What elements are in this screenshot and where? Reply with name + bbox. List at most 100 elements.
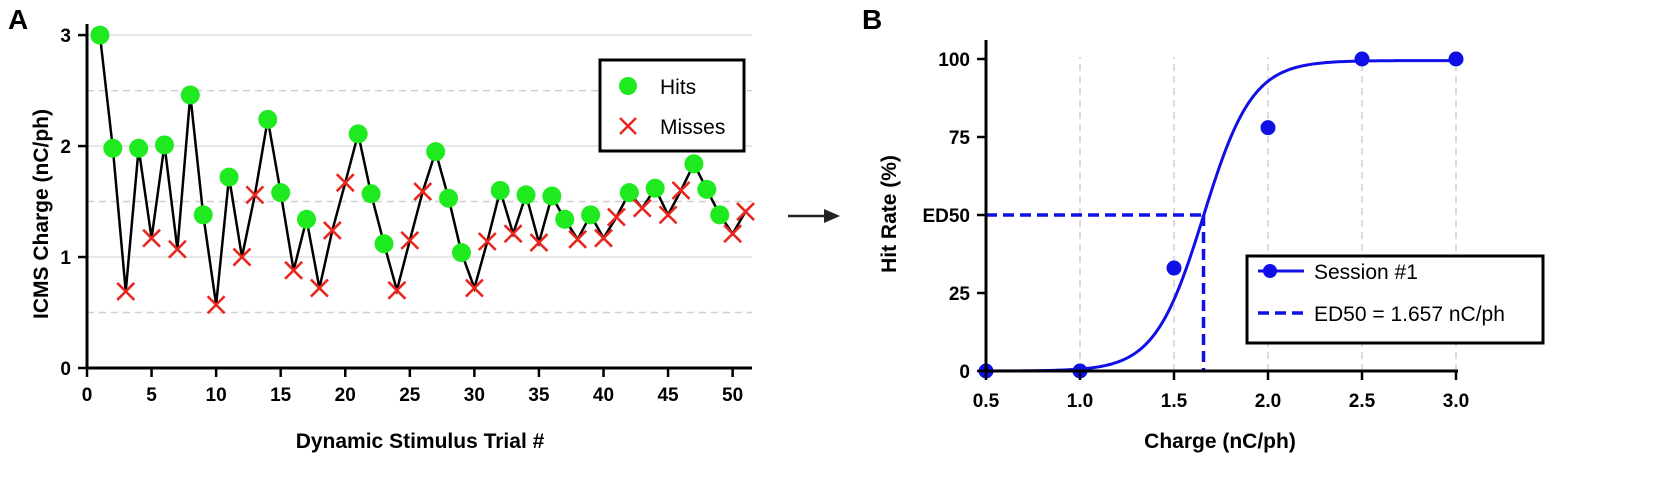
miss-point-stroke (142, 228, 161, 248)
miss-point-stroke (245, 185, 265, 205)
miss-point (723, 224, 743, 244)
panel-b-x-tick-label: 2.5 (1349, 391, 1376, 412)
legend-misses-stroke-2 (619, 117, 637, 135)
hit-point (361, 184, 381, 204)
miss-point-stroke (464, 278, 484, 298)
panel-b-chart: 0 25 75 100 ED50 0.5 1.0 1.5 2.0 2.5 3.0 Charge (… (878, 40, 1545, 453)
hit-point (180, 85, 200, 105)
panel-b-x-tick-label: 1.0 (1067, 391, 1093, 412)
panel-a-x-axis-title: Dynamic Stimulus Trial # (296, 430, 545, 453)
panel-a-legend-box (598, 58, 746, 153)
session-point (1260, 120, 1276, 136)
session-point (1354, 51, 1370, 67)
legend-ed50-label: ED50 = 1.657 nC/ph (1314, 303, 1505, 326)
miss-point-stroke (322, 220, 342, 240)
miss-point (387, 280, 407, 300)
panel-arrow (788, 209, 840, 223)
miss-point (284, 260, 304, 280)
panel-a-x-tick-label: 25 (399, 385, 421, 406)
hit-point (297, 209, 317, 229)
panel-b-ed50-lines (986, 213, 1206, 371)
session-point (1166, 260, 1182, 276)
miss-point (310, 278, 329, 298)
hit-point (154, 135, 174, 155)
panel-a-x-tick-label: 0 (82, 385, 93, 406)
hit-point (374, 234, 394, 254)
hit-point (219, 167, 239, 187)
panel-a-legend: Hits Misses (598, 58, 746, 153)
legend-hits-label: Hits (660, 76, 696, 99)
panel-b-legend: Session #1 ED50 = 1.657 nC/ph (1245, 254, 1545, 345)
panel-a-y-ticks: 0 1 2 3 (60, 26, 87, 380)
hit-point (103, 138, 123, 158)
panel-b-x-ticks: 0.5 1.0 1.5 2.0 2.5 3.0 (973, 371, 1469, 412)
miss-point-stroke (206, 295, 226, 315)
hit-point (129, 138, 149, 158)
miss-point-stroke (529, 233, 549, 253)
panel-a-x-tick-label: 45 (657, 385, 679, 406)
legend-session-label: Session #1 (1314, 261, 1418, 284)
miss-point (477, 232, 497, 251)
hit-point (645, 178, 665, 198)
miss-point-stroke (632, 198, 652, 218)
panel-b-x-axis-title: Charge (nC/ph) (1144, 430, 1296, 453)
legend-misses-marker (619, 117, 637, 135)
panel-b-y-axis-title: Hit Rate (%) (878, 155, 901, 273)
miss-point (413, 182, 433, 201)
hit-point (490, 180, 510, 200)
hit-point (542, 186, 562, 206)
panel-b-y-tick-label: 25 (949, 284, 971, 305)
hit-point (271, 183, 291, 203)
hit-point (90, 25, 110, 45)
panel-label-b: B (862, 4, 882, 35)
panel-b-x-tick-label: 3.0 (1443, 391, 1469, 412)
panel-a-x-tick-label: 30 (464, 385, 485, 406)
panel-a-x-tick-label: 50 (722, 385, 743, 406)
panel-a-y-tick-label: 3 (60, 26, 71, 47)
miss-point (671, 181, 691, 200)
miss-point-stroke (387, 280, 407, 300)
miss-point (736, 202, 755, 221)
hit-point (555, 209, 575, 229)
hit-point (439, 188, 459, 208)
panel-a-y-tick-label: 0 (60, 359, 71, 380)
miss-point-stroke (116, 282, 136, 301)
miss-point-stroke (568, 229, 588, 249)
panel-a-x-tick-label: 5 (146, 385, 157, 406)
miss-point (594, 228, 613, 248)
panel-b-x-tick-label: 0.5 (973, 391, 1000, 412)
miss-point (335, 173, 355, 193)
panel-label-a: A (8, 4, 28, 35)
miss-point (116, 282, 136, 301)
miss-point (503, 224, 523, 244)
miss-point (568, 229, 588, 249)
hit-point (193, 205, 213, 225)
miss-point-stroke (284, 260, 304, 280)
miss-point (400, 230, 420, 250)
panel-a-x-tick-label: 10 (206, 385, 227, 406)
panel-b-x-tick-label: 1.5 (1161, 391, 1188, 412)
miss-point-stroke (167, 239, 187, 259)
panel-b-x-tick-label: 2.0 (1255, 391, 1281, 412)
panel-b-y-tick-label: 0 (959, 362, 970, 383)
miss-point (206, 295, 226, 315)
legend-hits-marker (619, 77, 637, 95)
miss-point-stroke (723, 224, 743, 244)
arrow-head (824, 209, 840, 223)
miss-point-stroke (658, 205, 678, 225)
panel-a-x-tick-label: 35 (528, 385, 550, 406)
hit-point (258, 109, 278, 129)
miss-point (658, 205, 678, 225)
miss-point (232, 247, 252, 267)
miss-point (632, 198, 652, 218)
miss-point (322, 220, 342, 240)
panel-b-y-tick-label: 75 (949, 128, 971, 149)
miss-point-stroke (671, 181, 691, 200)
miss-point-stroke (310, 278, 329, 298)
panel-a-x-tick-label: 15 (270, 385, 292, 406)
legend-misses-label: Misses (660, 116, 725, 139)
panel-b-y-ticks: 0 25 75 100 ED50 (922, 50, 986, 383)
legend-session-marker (1263, 264, 1277, 278)
hit-point (348, 124, 368, 144)
